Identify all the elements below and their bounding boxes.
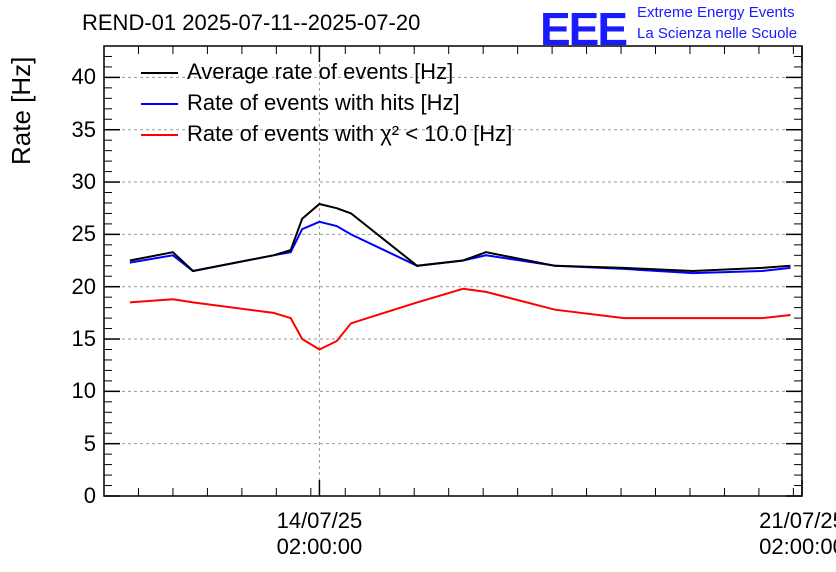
- y-tick-label: 40: [71, 64, 96, 90]
- grid-lines: [104, 46, 803, 496]
- logo-line-2: La Scienza nelle Scuole: [637, 25, 798, 42]
- legend-entry-average: Average rate of events [Hz]: [187, 59, 454, 84]
- legend-entry-chi2: Rate of events with χ² < 10.0 [Hz]: [187, 121, 513, 146]
- axis-ticks: [103, 45, 803, 497]
- y-tick-label: 5: [83, 430, 96, 456]
- y-tick-label: 15: [71, 326, 96, 352]
- y-tick-label: 20: [71, 273, 96, 299]
- series-line-chi2: [129, 287, 791, 351]
- y-tick-label: 0: [83, 483, 96, 508]
- y-tick-label: 25: [71, 221, 96, 247]
- series-line-hits: [129, 220, 791, 275]
- x-tick-label: 14/07/25 02:00:00: [276, 508, 363, 559]
- y-tick-label: 10: [71, 378, 96, 404]
- y-tick-label: 35: [71, 116, 96, 142]
- logo-line-1: Extreme Energy Events: [637, 4, 795, 21]
- legend-swatches: [141, 72, 178, 136]
- eee-logo: EEE: [540, 3, 628, 55]
- plot-frame: [103, 45, 803, 497]
- series-line-average: [129, 202, 791, 273]
- series-lines: [129, 202, 791, 351]
- chart-title: REND-01 2025-07-11--2025-07-20: [82, 10, 421, 35]
- legend-entry-hits: Rate of events with hits [Hz]: [187, 90, 460, 115]
- y-axis-title: Rate [Hz]: [6, 56, 36, 165]
- y-tick-label: 30: [71, 169, 96, 195]
